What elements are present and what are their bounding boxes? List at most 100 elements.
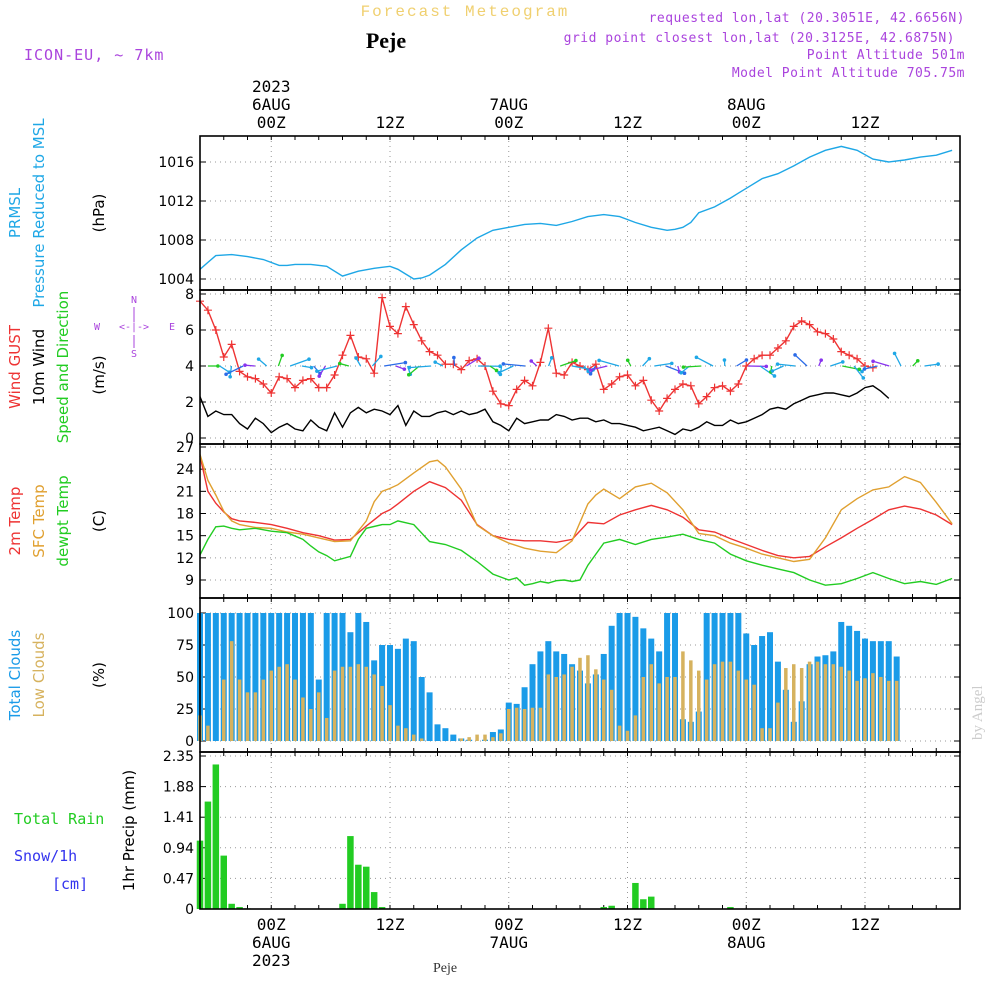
low-cloud-bar [855,680,859,741]
wind-arrow-head [307,357,311,362]
wind-arrow-head [936,362,940,366]
total-cloud-bar [632,616,639,741]
rain-bar [204,801,212,909]
low-cloud-bar [625,730,630,741]
wind-arrow-head [694,355,699,360]
low-cloud-bar [388,705,392,741]
wind-arrow-head [549,356,554,360]
gust-marker [781,336,790,345]
wind-arrow-head [625,358,630,363]
wind-arrow [318,365,326,377]
label-clouds-1: Low Clouds [30,632,48,717]
gust-marker [401,302,410,311]
gust-marker [243,372,252,381]
wind-arrow-head [682,371,687,375]
label-wind-0: Wind GUST [6,324,24,409]
low-cloud-bar [317,692,321,741]
compass-south: S [131,349,137,360]
label-clouds-0: Total Clouds [6,630,24,722]
wind-arrow-head [764,364,769,369]
header-place: Peje [366,28,407,53]
gust-marker [766,351,774,360]
gust-marker [496,399,505,408]
low-cloud-bar [309,709,313,741]
gust-marker [829,335,838,343]
low-cloud-bar [887,680,891,741]
gust-marker [203,306,212,315]
gust-marker [322,383,331,392]
low-cloud-bar [617,725,622,741]
wind-arrow-head [228,374,232,379]
wind-arrow-head [860,369,864,374]
wind-arrow-head [840,360,845,364]
gust-marker [449,360,458,369]
bottom-time-label: 12Z [851,915,880,934]
ytick-label-wind: 0 [185,431,194,447]
compass-north: N [131,295,137,306]
total-cloud-bar [299,613,306,741]
rain-bar [378,907,386,909]
top-time-label: 8AUG [727,95,766,114]
rain-bar [236,907,243,909]
gust-marker [758,351,767,360]
gust-marker [465,356,474,365]
wind-arrow-head [862,367,867,371]
header-requested: requested lon,lat (20.3051E, 42.6656N) [649,11,965,26]
series-line-2m-temp [199,455,953,559]
low-cloud-bar [475,734,479,741]
gust-marker [417,336,426,345]
wind-arrow-head [224,372,228,377]
rain-bar [339,903,346,909]
low-cloud-bar [237,679,242,741]
total-cloud-bar [616,613,623,741]
wind-arrow [316,365,338,372]
wind-arrow [864,365,878,370]
wind-arrow [590,365,608,371]
ytick-label-clouds: 25 [176,702,194,718]
footer-place: Peje [433,961,457,976]
wind-arrow [893,353,902,367]
low-cloud-bar [530,707,535,741]
total-cloud-bar [220,613,227,741]
header-model-altitude: Model Point Altitude 705.75m [732,66,965,81]
ytick-label-temperature: 24 [176,462,194,478]
gust-marker [663,394,672,403]
top-time-label: 2023 [252,77,291,96]
wind-arrow-head [772,374,777,378]
gust-marker [441,360,450,369]
low-cloud-bar [776,702,780,741]
top-time-label: 12Z [376,113,405,132]
low-cloud-bar [704,679,709,741]
wind-arrow [683,365,702,368]
top-time-label: 7AUG [489,95,528,114]
rain-bar [347,836,354,909]
gust-marker [734,380,743,388]
low-cloud-bar [586,655,590,741]
low-cloud-bar [301,697,305,741]
gust-marker [544,324,553,333]
panel-pressure: 1004 1008 1012 1016 PRMSL Pressure Reduced to… [6,118,961,308]
gust-marker [346,331,355,340]
wind-arrow [225,365,244,375]
low-cloud-bar [340,666,345,741]
total-cloud-bar [529,664,536,741]
low-cloud-bar [831,664,836,741]
low-cloud-bar [799,668,804,741]
wind-arrow-head [819,358,823,362]
gust-marker [678,380,687,388]
ytick-label-temperature: 9 [185,573,194,589]
ytick-label-temperature: 27 [176,440,194,456]
wind-arrow-head [309,365,314,370]
panel-clouds: 0 25 50 75 100 Total Clouds Low Clouds (%) [6,597,961,753]
gust-marker [615,372,624,381]
low-cloud-bar [467,737,471,741]
low-cloud-bar [245,692,250,741]
ytick-label-clouds: 50 [176,670,194,686]
low-cloud-bar [681,651,685,741]
label-wind-2: Speed and Direction [54,291,72,444]
gust-marker [378,293,387,302]
gust-marker [773,344,782,352]
low-cloud-bar [419,738,424,741]
wind-arrow-head [407,365,412,370]
